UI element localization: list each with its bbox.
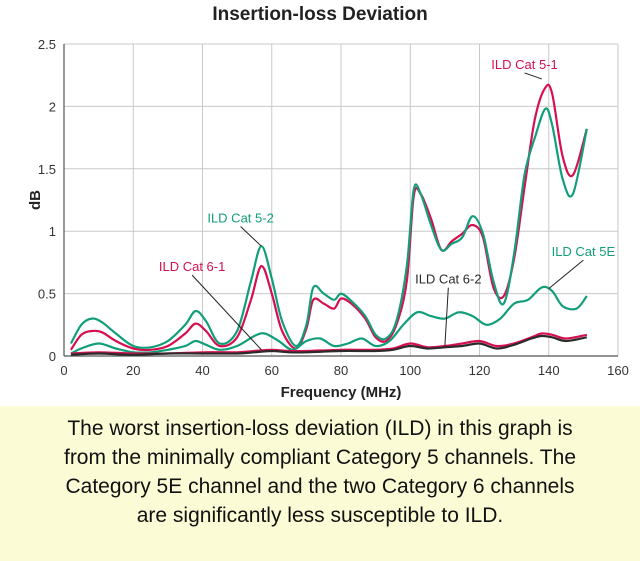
x-tick-label: 100 xyxy=(399,363,421,378)
y-tick-label: 0 xyxy=(49,349,56,364)
annotation-leader xyxy=(444,287,449,347)
y-tick-label: 1 xyxy=(49,224,56,239)
y-tick-label: 2.5 xyxy=(38,37,56,52)
y-axis-label: dB xyxy=(27,190,44,210)
annotation-leader xyxy=(524,72,542,80)
x-tick-label: 20 xyxy=(126,363,140,378)
x-tick-label: 160 xyxy=(607,363,629,378)
annotation-leader xyxy=(191,274,262,351)
caption-line: The worst insertion-loss deviation (ILD)… xyxy=(67,417,573,440)
x-tick-label: 40 xyxy=(195,363,209,378)
series-line xyxy=(70,332,588,355)
annotation-label: ILD Cat 5-1 xyxy=(491,57,557,72)
y-tick-label: 0.5 xyxy=(38,287,56,302)
chart-title: Insertion-loss Deviation xyxy=(212,4,428,25)
series-line xyxy=(70,285,588,355)
annotation-leader xyxy=(548,259,584,289)
annotation-label: ILD Cat 5E xyxy=(552,244,616,259)
figure-caption: The worst insertion-loss deviation (ILD)… xyxy=(0,406,640,561)
x-tick-label: 120 xyxy=(469,363,491,378)
annotation-label: ILD Cat 5-2 xyxy=(207,210,273,225)
x-tick-label: 80 xyxy=(334,363,348,378)
x-tick-label: 0 xyxy=(60,363,67,378)
caption-line: Category 5E channel and the two Category… xyxy=(65,475,575,498)
series-line xyxy=(70,334,588,356)
line-chart: 0 20 40 60 80 100 120 140 160 0 0.5 1 1.5 2 2.5 Frequen… xyxy=(27,37,629,401)
caption-line: are significantly less susceptible to IL… xyxy=(136,504,504,527)
annotation-leader xyxy=(240,226,262,247)
y-tick-label: 1.5 xyxy=(38,162,56,177)
annotation-label: ILD Cat 6-2 xyxy=(415,272,481,287)
caption-line: from the minimally compliant Category 5 … xyxy=(63,446,576,469)
x-axis-label: Frequency (MHz) xyxy=(281,384,402,401)
x-tick-label: 60 xyxy=(265,363,279,378)
y-tick-label: 2 xyxy=(49,99,56,114)
series-line xyxy=(69,107,588,349)
annotation-label: ILD Cat 6-1 xyxy=(159,259,225,274)
x-tick-label: 140 xyxy=(538,363,560,378)
